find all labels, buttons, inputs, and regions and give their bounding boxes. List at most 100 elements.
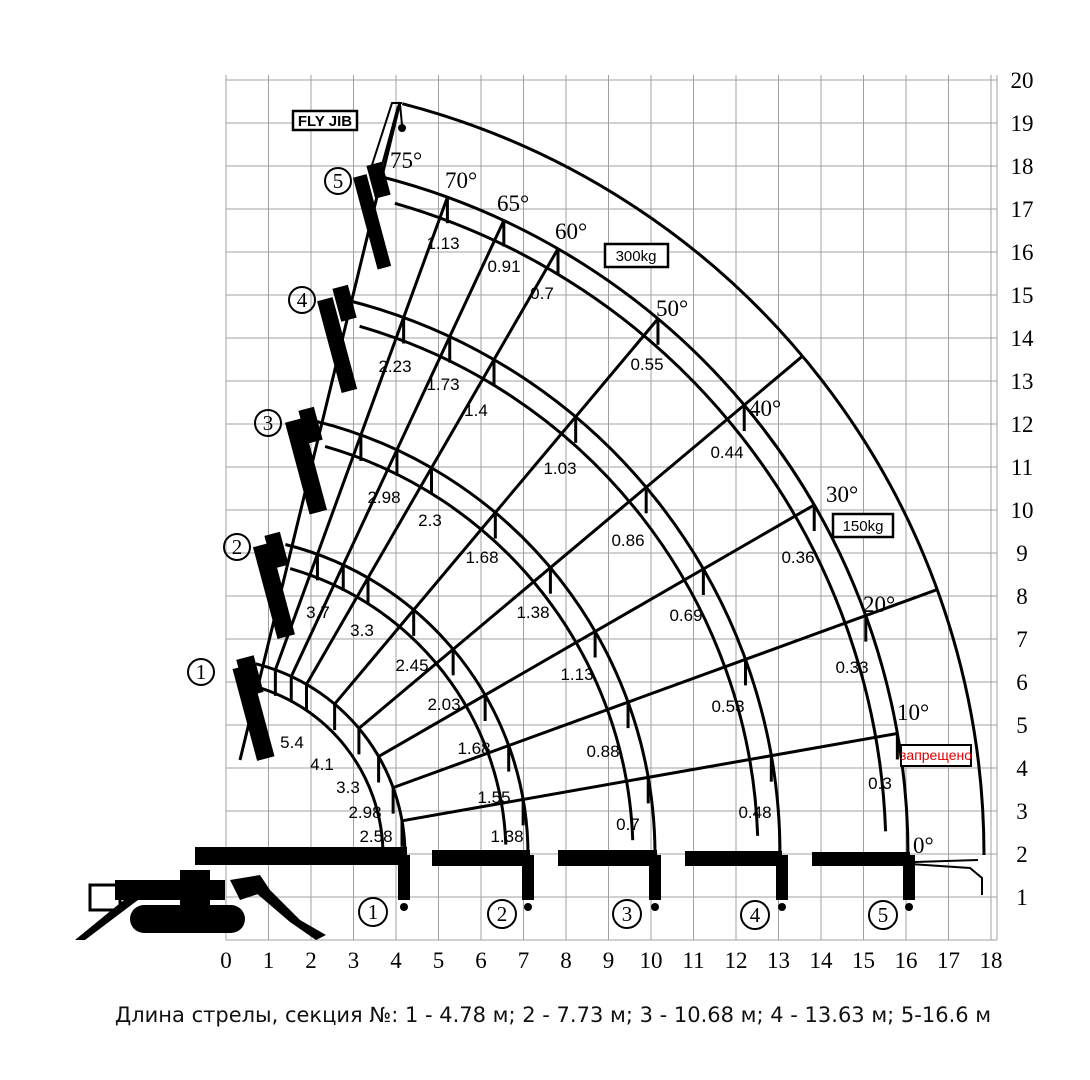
capacity-s3: 1.13 [560,665,593,684]
x-tick-label: 1 [263,948,275,973]
section-label: 2 [497,902,508,926]
hooks [398,855,915,911]
y-tick-label: 3 [1016,799,1028,824]
y-tick-label: 1 [1016,885,1028,910]
section-label: 5 [878,903,889,927]
crane-illustration [75,101,983,940]
capacity-s3: 0.7 [616,815,640,834]
angle-label: 65° [497,191,529,216]
capacity-s5: 0.7 [530,284,554,303]
section-label: 4 [750,903,761,927]
x-tick-label: 6 [475,948,487,973]
raised-boom-section-4 [317,284,358,394]
capacity-s5: 0.36 [781,548,814,567]
y-tick-label: 18 [1011,154,1034,179]
angle-line-70 [273,196,449,671]
section-marker-labels: 1 2 3 4 5 1 2 3 4 5 [196,169,889,927]
boom-section-4-horizontal [685,851,782,866]
x-tick-label: 14 [810,948,834,973]
raised-boom-section-2 [252,531,295,640]
capacity-s2: 1.68 [457,739,490,758]
angle-line-60 [305,248,560,686]
x-tick-label: 4 [390,948,402,973]
x-tick-label: 7 [518,948,530,973]
fly-jib-raised [371,102,403,166]
capacity-s2: 1.38 [490,827,523,846]
angle-label: 10° [897,700,929,725]
x-tick-label: 2 [305,948,317,973]
boom-tip-arc-section-1 [255,662,407,856]
capacity-s4: 0.86 [611,531,644,550]
hook-arc-section-5 [394,201,888,832]
capacity-s2: 3.7 [306,603,330,622]
capacity-s1: 5.4 [280,733,304,752]
angle-line-40 [357,355,804,730]
boom-section-1-horizontal [195,847,407,865]
boom-main-line [238,101,402,761]
capacity-s3: 2.3 [418,511,442,530]
boom-geometry [255,102,986,856]
section-label: 1 [368,900,379,924]
y-tick-label: 20 [1011,68,1034,93]
x-axis-tick-labels: 0 1 2 3 4 5 6 7 8 9 10 11 12 13 14 15 16 17 18 [220,948,1002,973]
x-tick-label: 11 [682,948,704,973]
x-tick-label: 17 [937,948,960,973]
fly-jib-label: FLY JIB [298,113,352,130]
x-tick-label: 5 [433,948,445,973]
capacity-s2: 2.03 [427,695,460,714]
angle-line-65 [289,219,506,678]
capacity-s1: 2.98 [348,803,381,822]
capacity-s5: 0.3 [868,774,892,793]
hook-arc-section-2 [289,567,508,845]
hook-arc-section-4 [359,324,760,836]
capacity-s2: 1.55 [477,788,510,807]
boom-tip-arc-section-4 [346,298,782,856]
angle-line-30 [377,503,815,758]
x-tick-label: 9 [603,948,615,973]
angle-label: 60° [555,219,587,244]
section-label: 5 [333,169,344,193]
section-label: 2 [232,535,243,559]
jib-150kg-label: 150kg [843,518,884,535]
capacity-s4: 1.73 [426,375,459,394]
capacity-s5: 0.55 [630,355,663,374]
capacity-s3: 0.88 [586,742,619,761]
capacity-s4: 0.53 [711,697,744,716]
grid [225,75,998,941]
section-label: 1 [196,660,207,684]
capacity-s4: 0.69 [669,606,702,625]
boom-section-5-horizontal [812,852,910,866]
y-tick-label: 6 [1016,670,1028,695]
fly-jib-box: FLY JIB [291,109,359,132]
raised-boom-section-3 [285,406,327,515]
capacity-labels: 1.13 0.91 0.7 0.55 0.44 0.36 0.33 0.3 2.… [280,234,892,846]
x-tick-label: 13 [767,948,790,973]
angle-label: 40° [749,396,781,421]
y-tick-label: 17 [1011,197,1034,222]
capacity-s1: 2.58 [359,827,392,846]
jib-300kg-label: 300kg [616,248,657,265]
boom-section-2-horizontal [432,850,530,866]
angle-labels: 75° 70° 65° 60° 50° 40° 30° 20° 10° 0° [390,148,934,858]
capacity-s4: 1.4 [464,401,488,420]
capacity-s4: 1.03 [543,459,576,478]
y-tick-label: 13 [1011,369,1034,394]
angle-label: 20° [863,592,895,617]
y-tick-label: 10 [1011,498,1034,523]
angle-label: 0° [913,833,934,858]
boom-section-3-horizontal [558,850,657,866]
hook-arc-section-1 [255,685,385,849]
y-tick-label: 7 [1016,627,1028,652]
angle-label: 30° [826,482,858,507]
raised-boom-section-5 [353,161,392,270]
y-tick-label: 15 [1011,283,1034,308]
capacity-s3: 1.38 [516,603,549,622]
x-tick-label: 12 [725,948,748,973]
section-markers [187,167,898,930]
boom-length-caption: Длина стрелы, секция №: 1 - 4.78 м; 2 - … [115,1003,991,1027]
angle-label: 75° [390,148,422,173]
capacity-s1: 3.3 [336,778,360,797]
y-tick-label: 12 [1011,412,1034,437]
